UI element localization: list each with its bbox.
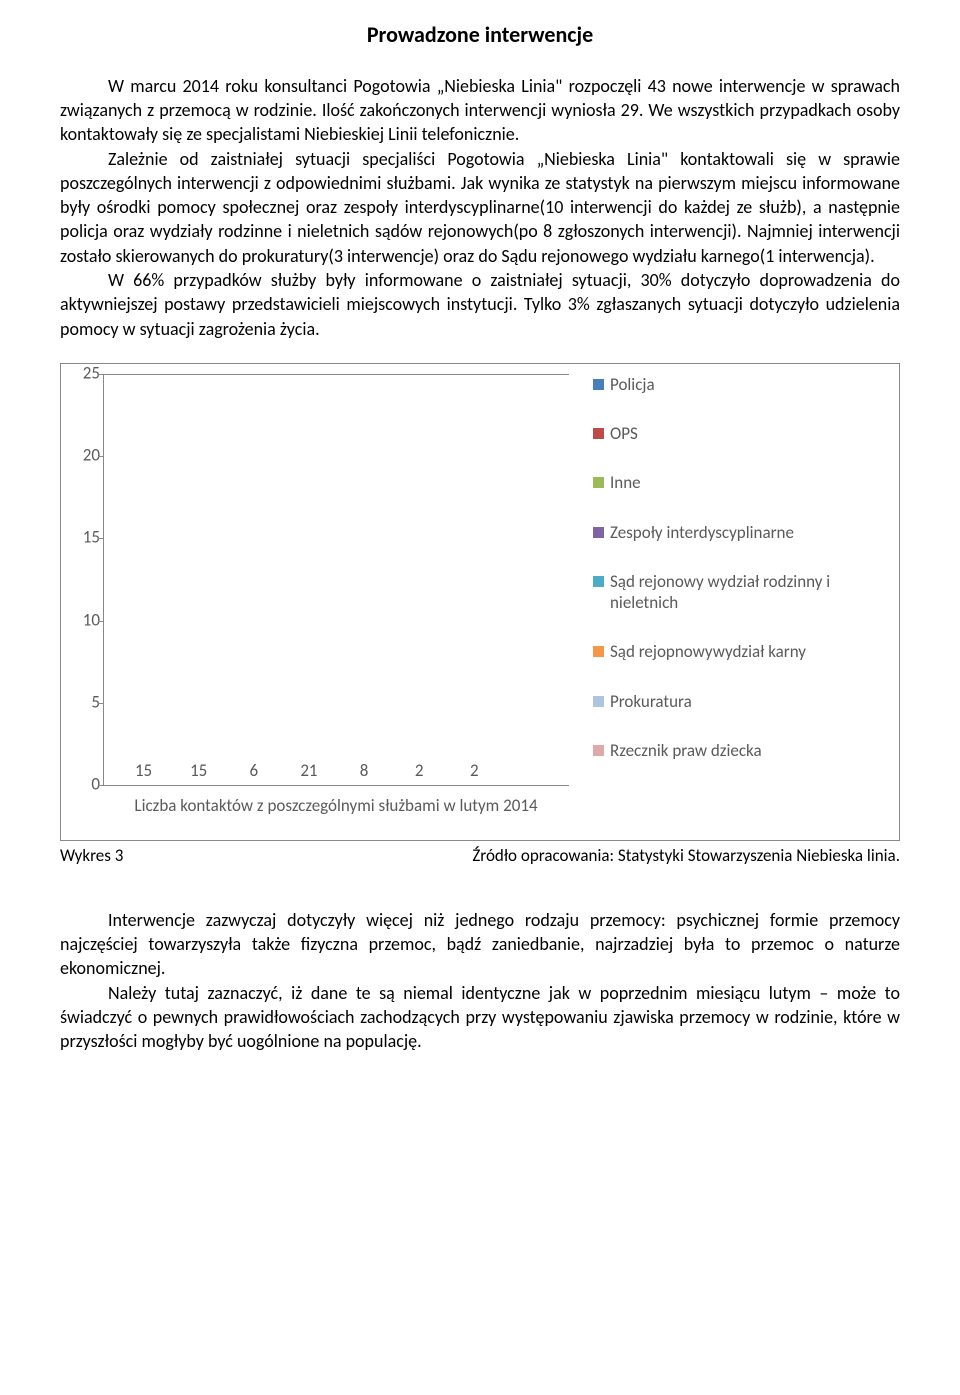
body-paragraphs: W marcu 2014 roku konsultanci Pogotowia … [60, 74, 900, 341]
bar-value-label: 8 [360, 760, 369, 783]
bar-value-label: 2 [415, 760, 424, 783]
chart-container: 0 5 10 15 20 25 15 15 6 21 8 2 2 Liczba kontaktów z … [60, 363, 900, 841]
legend-swatch [593, 379, 604, 390]
legend-item: OPS [593, 423, 891, 444]
legend-item: Inne [593, 472, 891, 493]
legend-item: Zespoły interdyscyplinarne [593, 522, 891, 543]
footer-paragraphs: Interwencje zazwyczaj dotyczyły więcej n… [60, 908, 900, 1054]
legend-label: Policja [610, 374, 655, 395]
legend-label: Inne [610, 472, 641, 493]
para-1: W marcu 2014 roku konsultanci Pogotowia … [60, 74, 900, 147]
legend-item: Prokuratura [593, 691, 891, 712]
chart-source: Źródło opracowania: Statystyki Stowarzys… [472, 845, 900, 868]
para-3: W 66% przypadków służby były informowane… [60, 268, 900, 341]
legend-swatch [593, 428, 604, 439]
bar-value-label: 21 [300, 760, 317, 783]
legend-label: Prokuratura [610, 691, 692, 712]
y-tick-label: 10 [74, 609, 100, 632]
y-tick-label: 0 [74, 773, 100, 796]
y-tick-label: 25 [74, 362, 100, 385]
bar-value-label: 15 [190, 760, 207, 783]
bar-value-label: 6 [250, 760, 259, 783]
legend-item: Sąd rejopnowywydział karny [593, 641, 891, 662]
para-2: Zależnie od zaistniałej sytuacji specjal… [60, 147, 900, 268]
bar-value-label: 2 [470, 760, 479, 783]
legend-label: OPS [610, 423, 638, 444]
chart-plot: 05101520251515621822 Liczba kontaktów z … [69, 374, 569, 834]
chart-number: Wykres 3 [60, 845, 123, 868]
legend-swatch [593, 477, 604, 488]
legend-swatch [593, 745, 604, 756]
bar-value-label: 15 [135, 760, 152, 783]
page-title: Prowadzone interwencje [60, 20, 900, 50]
chart-caption: Wykres 3 Źródło opracowania: Statystyki … [60, 845, 900, 868]
legend-item: Rzecznik praw dziecka [593, 740, 891, 761]
legend-swatch [593, 527, 604, 538]
legend-swatch [593, 696, 604, 707]
y-tick-label: 5 [74, 691, 100, 714]
chart-legend: Policja OPS Inne Zespoły interdyscyplinarne… [569, 374, 891, 834]
legend-label: Sąd rejopnowywydział karny [610, 641, 806, 662]
legend-label: Rzecznik praw dziecka [610, 740, 762, 761]
footer-1: Interwencje zazwyczaj dotyczyły więcej n… [60, 908, 900, 981]
legend-item: Sąd rejonowy wydział rodzinny i nieletni… [593, 571, 891, 614]
legend-item: Policja [593, 374, 891, 395]
legend-swatch [593, 646, 604, 657]
legend-label: Zespoły interdyscyplinarne [610, 522, 794, 543]
footer-2: Należy tutaj zaznaczyć, iż dane te są ni… [60, 981, 900, 1054]
y-tick-label: 15 [74, 527, 100, 550]
chart-x-label: Liczba kontaktów z poszczególnymi służba… [103, 795, 569, 818]
legend-swatch [593, 576, 604, 587]
y-tick-label: 20 [74, 445, 100, 468]
legend-label: Sąd rejonowy wydział rodzinny i nieletni… [610, 571, 891, 614]
